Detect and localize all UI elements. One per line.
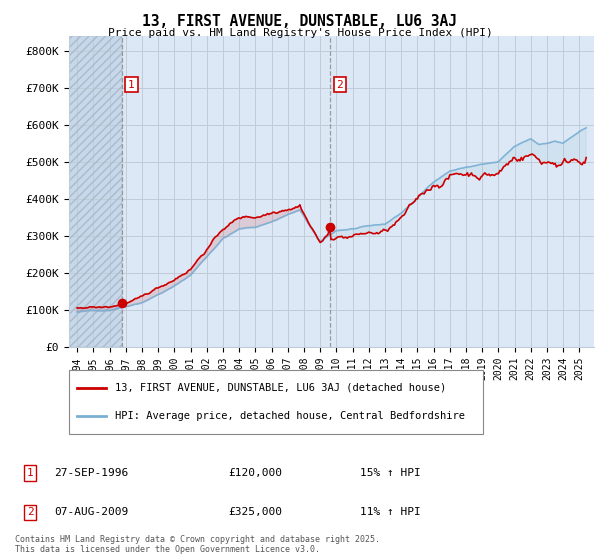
Text: 13, FIRST AVENUE, DUNSTABLE, LU6 3AJ: 13, FIRST AVENUE, DUNSTABLE, LU6 3AJ xyxy=(143,14,458,29)
Text: 1: 1 xyxy=(26,468,34,478)
Bar xyxy=(69,36,122,347)
Text: 2: 2 xyxy=(337,80,343,90)
Text: 15% ↑ HPI: 15% ↑ HPI xyxy=(360,468,421,478)
Text: 1: 1 xyxy=(128,80,135,90)
Text: 11% ↑ HPI: 11% ↑ HPI xyxy=(360,507,421,517)
Text: £120,000: £120,000 xyxy=(228,468,282,478)
Text: HPI: Average price, detached house, Central Bedfordshire: HPI: Average price, detached house, Cent… xyxy=(115,411,464,421)
Text: Price paid vs. HM Land Registry's House Price Index (HPI): Price paid vs. HM Land Registry's House … xyxy=(107,28,493,38)
Text: 07-AUG-2009: 07-AUG-2009 xyxy=(54,507,128,517)
Text: 13, FIRST AVENUE, DUNSTABLE, LU6 3AJ (detached house): 13, FIRST AVENUE, DUNSTABLE, LU6 3AJ (de… xyxy=(115,382,446,393)
Text: Contains HM Land Registry data © Crown copyright and database right 2025.
This d: Contains HM Land Registry data © Crown c… xyxy=(15,535,380,554)
Text: 27-SEP-1996: 27-SEP-1996 xyxy=(54,468,128,478)
Bar xyxy=(69,36,122,347)
Text: £325,000: £325,000 xyxy=(228,507,282,517)
FancyBboxPatch shape xyxy=(69,370,483,434)
Text: 2: 2 xyxy=(26,507,34,517)
